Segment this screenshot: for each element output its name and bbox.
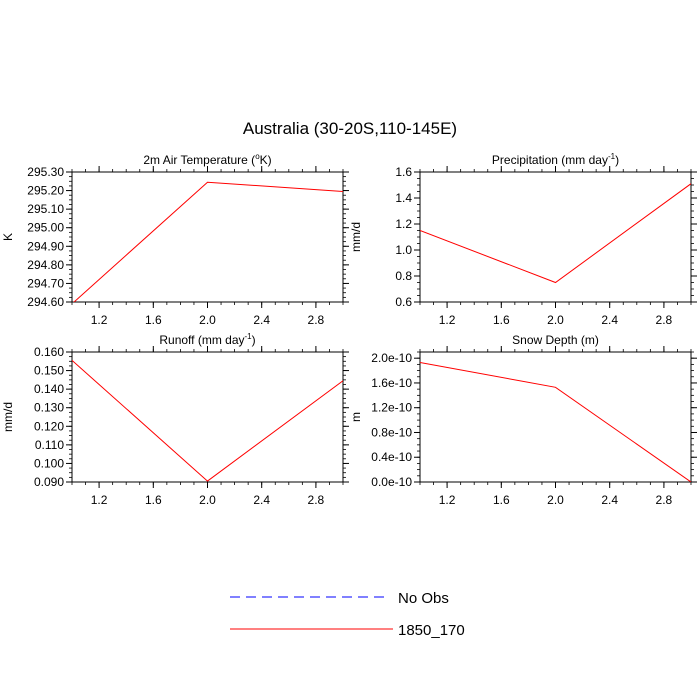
x-tick-label: 2.8 <box>656 313 673 327</box>
y-tick-label: 0.110 <box>35 438 64 452</box>
panel-title: Snow Depth (m) <box>512 333 599 347</box>
x-tick-label: 1.2 <box>91 313 108 327</box>
y-axis-label: mm/d <box>1 402 15 432</box>
y-tick-label: 1.6 <box>395 165 412 179</box>
y-tick-label: 0.140 <box>34 382 64 396</box>
y-tick-label: 1.2 <box>395 217 412 231</box>
series-line-1850-170 <box>420 362 691 482</box>
x-tick-label: 2.0 <box>199 493 216 507</box>
legend: No Obs 1850_170 <box>230 590 465 639</box>
y-tick-label: 2.0e-10 <box>371 351 412 365</box>
x-tick-label: 1.2 <box>439 493 456 507</box>
panel-runoff: Runoff (mm day-1) mm/d 1.2 1.6 2.0 2.4 2.8 0.09… <box>1 332 349 507</box>
panel-title-tail: ) <box>252 333 256 347</box>
y-tick-label: 1.2e-10 <box>371 401 412 415</box>
x-tick-label: 2.4 <box>253 493 270 507</box>
x-tick-label: 2.0 <box>547 313 564 327</box>
y-tick-label: 0.4e-10 <box>371 450 412 464</box>
x-tick-label: 2.8 <box>308 493 325 507</box>
y-tick-label: 0.150 <box>34 364 64 378</box>
panel-title-tail: K) <box>260 153 272 167</box>
x-tick-label: 2.0 <box>199 313 216 327</box>
y-axis-label: K <box>1 233 15 241</box>
x-tick-label: 2.0 <box>547 493 564 507</box>
panel-title: Runoff (mm day-1) <box>159 332 255 347</box>
y-tick-label: 294.60 <box>27 295 64 309</box>
y-tick-label: 295.20 <box>27 184 64 198</box>
x-tick-label: 2.8 <box>656 493 673 507</box>
y-tick-label: 0.8 <box>395 269 412 283</box>
panel-title: Precipitation (mm day-1) <box>492 152 619 167</box>
y-tick-label: 295.00 <box>27 221 64 235</box>
panel-title-main: Snow Depth (m) <box>512 333 599 347</box>
y-tick-label: 1.4 <box>395 191 412 205</box>
figure-title: Australia (30-20S,110-145E) <box>243 119 457 138</box>
x-tick-label: 1.2 <box>91 493 108 507</box>
series-line-1850-170 <box>73 181 343 302</box>
plot-frame <box>419 351 692 483</box>
panel-title-superscript: -1 <box>608 152 616 161</box>
plot-frame <box>71 171 344 303</box>
panel-snow-depth: Snow Depth (m) m 1.2 1.6 2.0 2.4 2.8 0.0e-10 0.4… <box>349 333 697 507</box>
chart-panels: 2m Air Temperature (oK) K 1.2 1.6 2.0 2.4 2.8 2… <box>1 152 697 507</box>
panel-title-superscript: o <box>255 152 260 161</box>
y-axis-label: mm/d <box>349 222 363 252</box>
y-tick-label: 0.160 <box>34 345 64 359</box>
x-tick-label: 2.4 <box>601 313 618 327</box>
y-tick-label: 0.8e-10 <box>371 425 412 439</box>
y-tick-label: 1.6e-10 <box>371 376 412 390</box>
panel-precipitation: Precipitation (mm day-1) mm/d 1.2 1.6 2.0 2.4… <box>349 152 697 327</box>
y-tick-label: 294.80 <box>27 258 64 272</box>
y-tick-label: 0.6 <box>395 295 412 309</box>
y-axis-label: m <box>349 412 363 422</box>
x-tick-label: 1.6 <box>145 313 162 327</box>
y-tick-label: 294.90 <box>27 239 64 253</box>
x-tick-label: 1.2 <box>439 313 456 327</box>
x-tick-label: 1.6 <box>493 493 510 507</box>
panel-title-superscript: -1 <box>245 332 253 341</box>
legend-label-1850-170: 1850_170 <box>398 622 465 639</box>
panel-air-temperature: 2m Air Temperature (oK) K 1.2 1.6 2.0 2.4 2.8 2… <box>1 152 349 327</box>
series-line-1850-170 <box>72 359 343 482</box>
y-tick-label: 294.70 <box>27 276 64 290</box>
panel-title-main: Runoff (mm day <box>159 333 244 347</box>
plot-frame <box>71 351 344 483</box>
x-tick-label: 1.6 <box>145 493 162 507</box>
panel-title-tail: ) <box>615 153 619 167</box>
x-tick-label: 1.6 <box>493 313 510 327</box>
y-tick-label: 0.120 <box>34 419 64 433</box>
y-tick-label: 1.0 <box>395 243 412 257</box>
y-tick-label: 0.100 <box>34 456 64 470</box>
x-tick-label: 2.8 <box>308 313 325 327</box>
x-tick-label: 2.4 <box>253 313 270 327</box>
y-tick-label: 295.10 <box>27 202 64 216</box>
y-tick-label: 295.30 <box>27 165 64 179</box>
y-tick-label: 0.090 <box>34 475 64 489</box>
x-tick-label: 2.4 <box>601 493 618 507</box>
legend-label-no-obs: No Obs <box>398 590 449 607</box>
panel-title-main: Precipitation (mm day <box>492 153 608 167</box>
panel-title-main: 2m Air Temperature ( <box>143 153 255 167</box>
y-tick-label: 0.130 <box>34 401 64 415</box>
y-tick-label: 0.0e-10 <box>371 475 412 489</box>
series-line-1850-170 <box>420 183 691 284</box>
panel-title: 2m Air Temperature (oK) <box>143 152 271 167</box>
